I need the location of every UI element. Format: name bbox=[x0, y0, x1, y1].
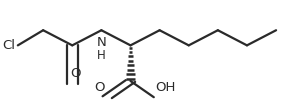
Text: OH: OH bbox=[155, 81, 176, 94]
Text: O: O bbox=[94, 81, 104, 94]
Text: O: O bbox=[70, 67, 81, 80]
Text: N: N bbox=[96, 36, 106, 49]
Text: Cl: Cl bbox=[2, 39, 16, 52]
Text: H: H bbox=[97, 49, 106, 62]
